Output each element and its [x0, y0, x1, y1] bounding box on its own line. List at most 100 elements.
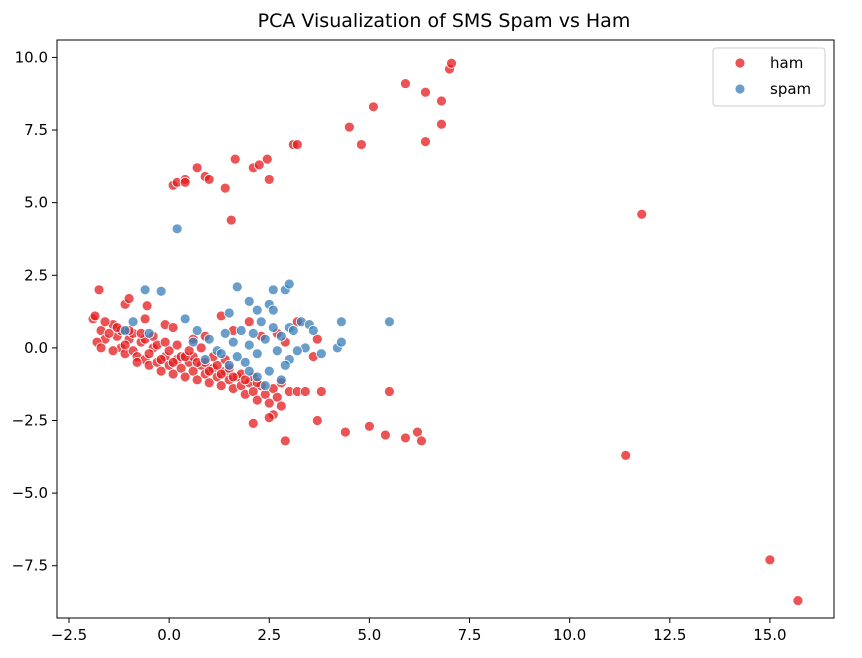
ham-point — [263, 397, 275, 409]
ham-point — [167, 368, 179, 380]
x-tick-label: 10.0 — [553, 626, 586, 644]
spam-point — [223, 359, 235, 371]
ham-point — [420, 86, 431, 98]
y-tick-label: 0.0 — [24, 339, 48, 357]
spam-point — [203, 333, 215, 345]
ham-point — [171, 339, 183, 351]
ham-point — [167, 356, 179, 368]
spam-point — [187, 336, 199, 348]
y-tick-label: 5.0 — [24, 194, 48, 212]
ham-point — [227, 371, 239, 383]
spam-point — [231, 281, 243, 293]
ham-point — [243, 316, 255, 328]
spam-point — [119, 325, 131, 336]
x-tick-label: 7.5 — [458, 626, 482, 644]
ham-point — [229, 153, 241, 165]
ham-point — [343, 121, 355, 133]
spam-point — [235, 325, 247, 336]
spam-point — [191, 325, 203, 336]
spam-point — [215, 348, 227, 360]
spam-point — [275, 374, 287, 386]
spam-point — [251, 304, 263, 316]
spam-point — [267, 322, 279, 333]
x-tick-label: 0.0 — [157, 626, 181, 644]
spam-point — [271, 345, 283, 357]
ham-point — [620, 449, 632, 461]
legend-label-ham: ham — [770, 54, 803, 72]
ham-point — [792, 595, 804, 606]
spam-point — [259, 333, 271, 345]
spam-point — [283, 278, 295, 290]
spam-point — [171, 223, 183, 235]
x-tick-label: 12.5 — [653, 626, 686, 644]
y-tick-label: −7.5 — [12, 557, 48, 575]
spam-point — [384, 316, 395, 328]
series-ham — [87, 57, 804, 606]
spam-point — [255, 316, 267, 328]
spam-point — [291, 345, 303, 357]
ham-point — [119, 339, 131, 351]
chart-title: PCA Visualization of SMS Spam vs Ham — [258, 10, 631, 32]
ham-point — [355, 139, 367, 150]
ham-point — [446, 57, 457, 69]
spam-point — [239, 356, 251, 368]
ham-point — [215, 380, 227, 392]
ham-point — [263, 412, 275, 423]
ham-point — [420, 136, 431, 148]
legend-marker-ham — [734, 57, 746, 69]
ham-point — [400, 78, 411, 89]
ham-point — [219, 182, 231, 194]
ham-point — [271, 391, 283, 403]
ham-point — [93, 284, 105, 296]
ham-point — [155, 365, 167, 377]
ham-point — [247, 386, 259, 397]
ham-point — [239, 374, 251, 386]
y-tick-label: 7.5 — [24, 121, 48, 139]
ham-point — [400, 432, 411, 444]
ham-point — [412, 426, 423, 438]
spam-point — [275, 330, 287, 342]
spam-point — [243, 365, 255, 377]
legend-marker-spam — [734, 83, 746, 95]
ham-point — [139, 313, 151, 325]
spam-point — [247, 327, 259, 339]
ham-point — [279, 435, 291, 447]
ham-point — [275, 400, 287, 412]
ham-point — [311, 415, 323, 426]
spam-point — [263, 365, 275, 377]
ham-point — [89, 310, 101, 322]
ham-point — [764, 554, 776, 566]
ham-point — [203, 365, 215, 377]
ham-point — [416, 435, 427, 447]
ham-point — [183, 345, 195, 357]
ham-point — [191, 162, 203, 174]
spam-point — [259, 380, 271, 392]
ham-point — [380, 429, 391, 441]
ham-point — [191, 374, 203, 386]
spam-point — [243, 339, 255, 351]
spam-point — [251, 371, 263, 383]
ham-point — [247, 417, 259, 429]
ham-point — [384, 386, 395, 397]
ham-point — [95, 342, 107, 354]
ham-point — [291, 139, 303, 150]
spam-point — [279, 359, 291, 371]
ham-point — [311, 333, 323, 345]
spam-point — [227, 336, 239, 348]
ham-point — [203, 174, 215, 185]
spam-point — [243, 296, 255, 307]
ham-point — [211, 359, 223, 371]
ham-point — [179, 371, 191, 383]
ham-point — [195, 342, 207, 354]
spam-point — [155, 285, 167, 297]
y-tick-label: 10.0 — [15, 48, 48, 66]
plot-frame — [56, 39, 835, 619]
ham-point — [436, 95, 447, 107]
spam-point — [267, 284, 279, 296]
spam-point — [179, 313, 191, 325]
ham-point — [141, 300, 153, 312]
spam-point — [127, 316, 139, 328]
spam-point — [139, 284, 151, 296]
ham-point — [123, 293, 135, 304]
